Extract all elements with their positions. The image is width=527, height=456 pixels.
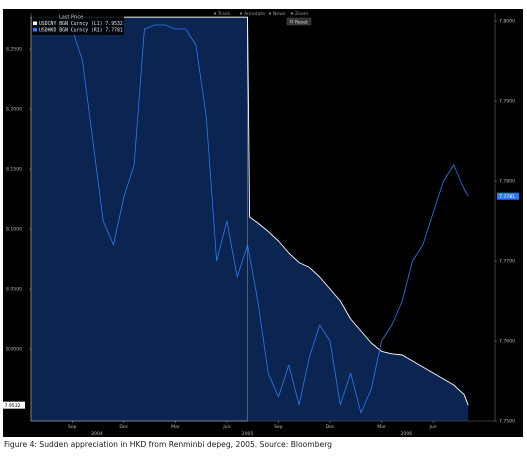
legend-title: Last Price [59, 15, 83, 21]
news-label: News [273, 11, 286, 17]
track-label: Track [217, 11, 230, 17]
left-axis-tick-label-4: 8.1000 [6, 227, 22, 233]
x-axis-year-label-1: 2005 [242, 431, 254, 437]
news-radio-icon [268, 12, 272, 15]
right-axis-ticks: 7.8000 7.7900 7.7800 7.7700 7.7600 7.7500 [495, 19, 515, 425]
legend: Last Price USDCNY BGN Curncy (L1) 7.9532… [32, 14, 124, 35]
left-axis-tick-label-1: 8.2500 [6, 47, 22, 53]
annotate-label: Annotate [244, 11, 265, 17]
series-layer [61, 16, 469, 414]
top-toolbar: Track Annotate News Zoom Reset [213, 11, 312, 26]
right-axis-tick-label-5: 7.7500 [499, 419, 515, 425]
usdcny-series-line [61, 16, 469, 406]
zoom-button[interactable]: Zoom [290, 11, 309, 17]
right-axis-tick-label-2: 7.7800 [499, 179, 515, 185]
track-radio-icon [213, 12, 217, 15]
chart-panel: 8.30008.25008.20008.15008.10008.05008.00… [3, 9, 523, 437]
news-button[interactable]: News [268, 11, 286, 17]
left-axis-ticks: 8.30008.25008.20008.15008.10008.05008.00… [6, 47, 31, 353]
last-price-tag-left-bg [3, 401, 25, 409]
last-price-left-label: 7.9532 [5, 403, 21, 409]
legend-item-usdcny[interactable]: USDCNY BGN Curncy (L1) 7.9532 [33, 21, 123, 27]
figure-caption: Figure 4: Sudden appreciation in HKD fro… [4, 440, 332, 449]
right-axis-tick-label-3: 7.7700 [499, 259, 515, 265]
annotate-button[interactable]: Annotate [239, 11, 265, 17]
track-button[interactable]: Track [213, 11, 231, 17]
right-axis-tick-label-4: 7.7600 [499, 339, 515, 345]
right-axis-tick-label-0: 7.8000 [499, 19, 515, 25]
legend-background [32, 14, 124, 35]
legend-swatch-usdcny [33, 21, 37, 25]
left-axis-tick-label-3: 8.1500 [6, 167, 22, 173]
last-price-right-label: 7.7781 [499, 194, 515, 200]
legend-item-usdhkd[interactable]: USDHKD BGN Curncy (R1) 7.7781 [33, 28, 123, 34]
x-axis-tick-label-1: Dec [119, 424, 128, 430]
reset-icon [289, 19, 294, 24]
annotate-radio-icon [239, 12, 243, 15]
reset-label: Reset [295, 19, 308, 25]
x-axis-tick-label-2: Mar [171, 424, 180, 430]
left-axis-tick-label-2: 8.2000 [6, 107, 22, 113]
legend-label-usdhkd: USDHKD BGN Curncy (R1) 7.7781 [39, 28, 123, 34]
last-price-tag-right-bg [497, 192, 519, 200]
x-axis-ticks: Sep Dec Mar Jun Sep Dec Mar Jun 2004 2005 2006 [68, 421, 437, 437]
reset-button[interactable]: Reset [286, 17, 312, 26]
zoom-radio-icon [290, 12, 294, 15]
reset-button-bg [286, 17, 312, 26]
last-price-tag-left: 7.9532 [3, 401, 25, 409]
left-axis-tick-label-6: 8.0000 [6, 347, 22, 353]
area-layer [30, 16, 469, 422]
x-axis-tick-label-6: Mar [377, 424, 386, 430]
x-axis-year-label-0: 2004 [91, 431, 103, 437]
usdcny-area-fill [247, 17, 469, 421]
last-price-tag-right: 7.7781 [497, 192, 519, 200]
left-axis-tick-label-5: 8.0500 [6, 287, 22, 293]
x-axis-tick-label-4: Sep [274, 424, 283, 430]
x-axis-tick-label-5: Dec [326, 424, 335, 430]
x-axis-tick-label-3: Jun [222, 424, 230, 430]
legend-swatch-usdhkd [33, 28, 37, 32]
usdhkd-series-line [61, 20, 469, 414]
x-axis-tick-label-0: Sep [68, 424, 77, 430]
pre-depeg-shaded-region [30, 16, 248, 422]
x-axis-year-label-2: 2006 [400, 431, 412, 437]
price-chart: 8.30008.25008.20008.15008.10008.05008.00… [3, 9, 523, 437]
legend-label-usdcny: USDCNY BGN Curncy (L1) 7.9532 [39, 21, 123, 27]
zoom-label: Zoom [295, 11, 309, 17]
right-axis-tick-label-1: 7.7900 [499, 99, 515, 105]
x-axis-tick-label-7: Jun [429, 424, 437, 430]
